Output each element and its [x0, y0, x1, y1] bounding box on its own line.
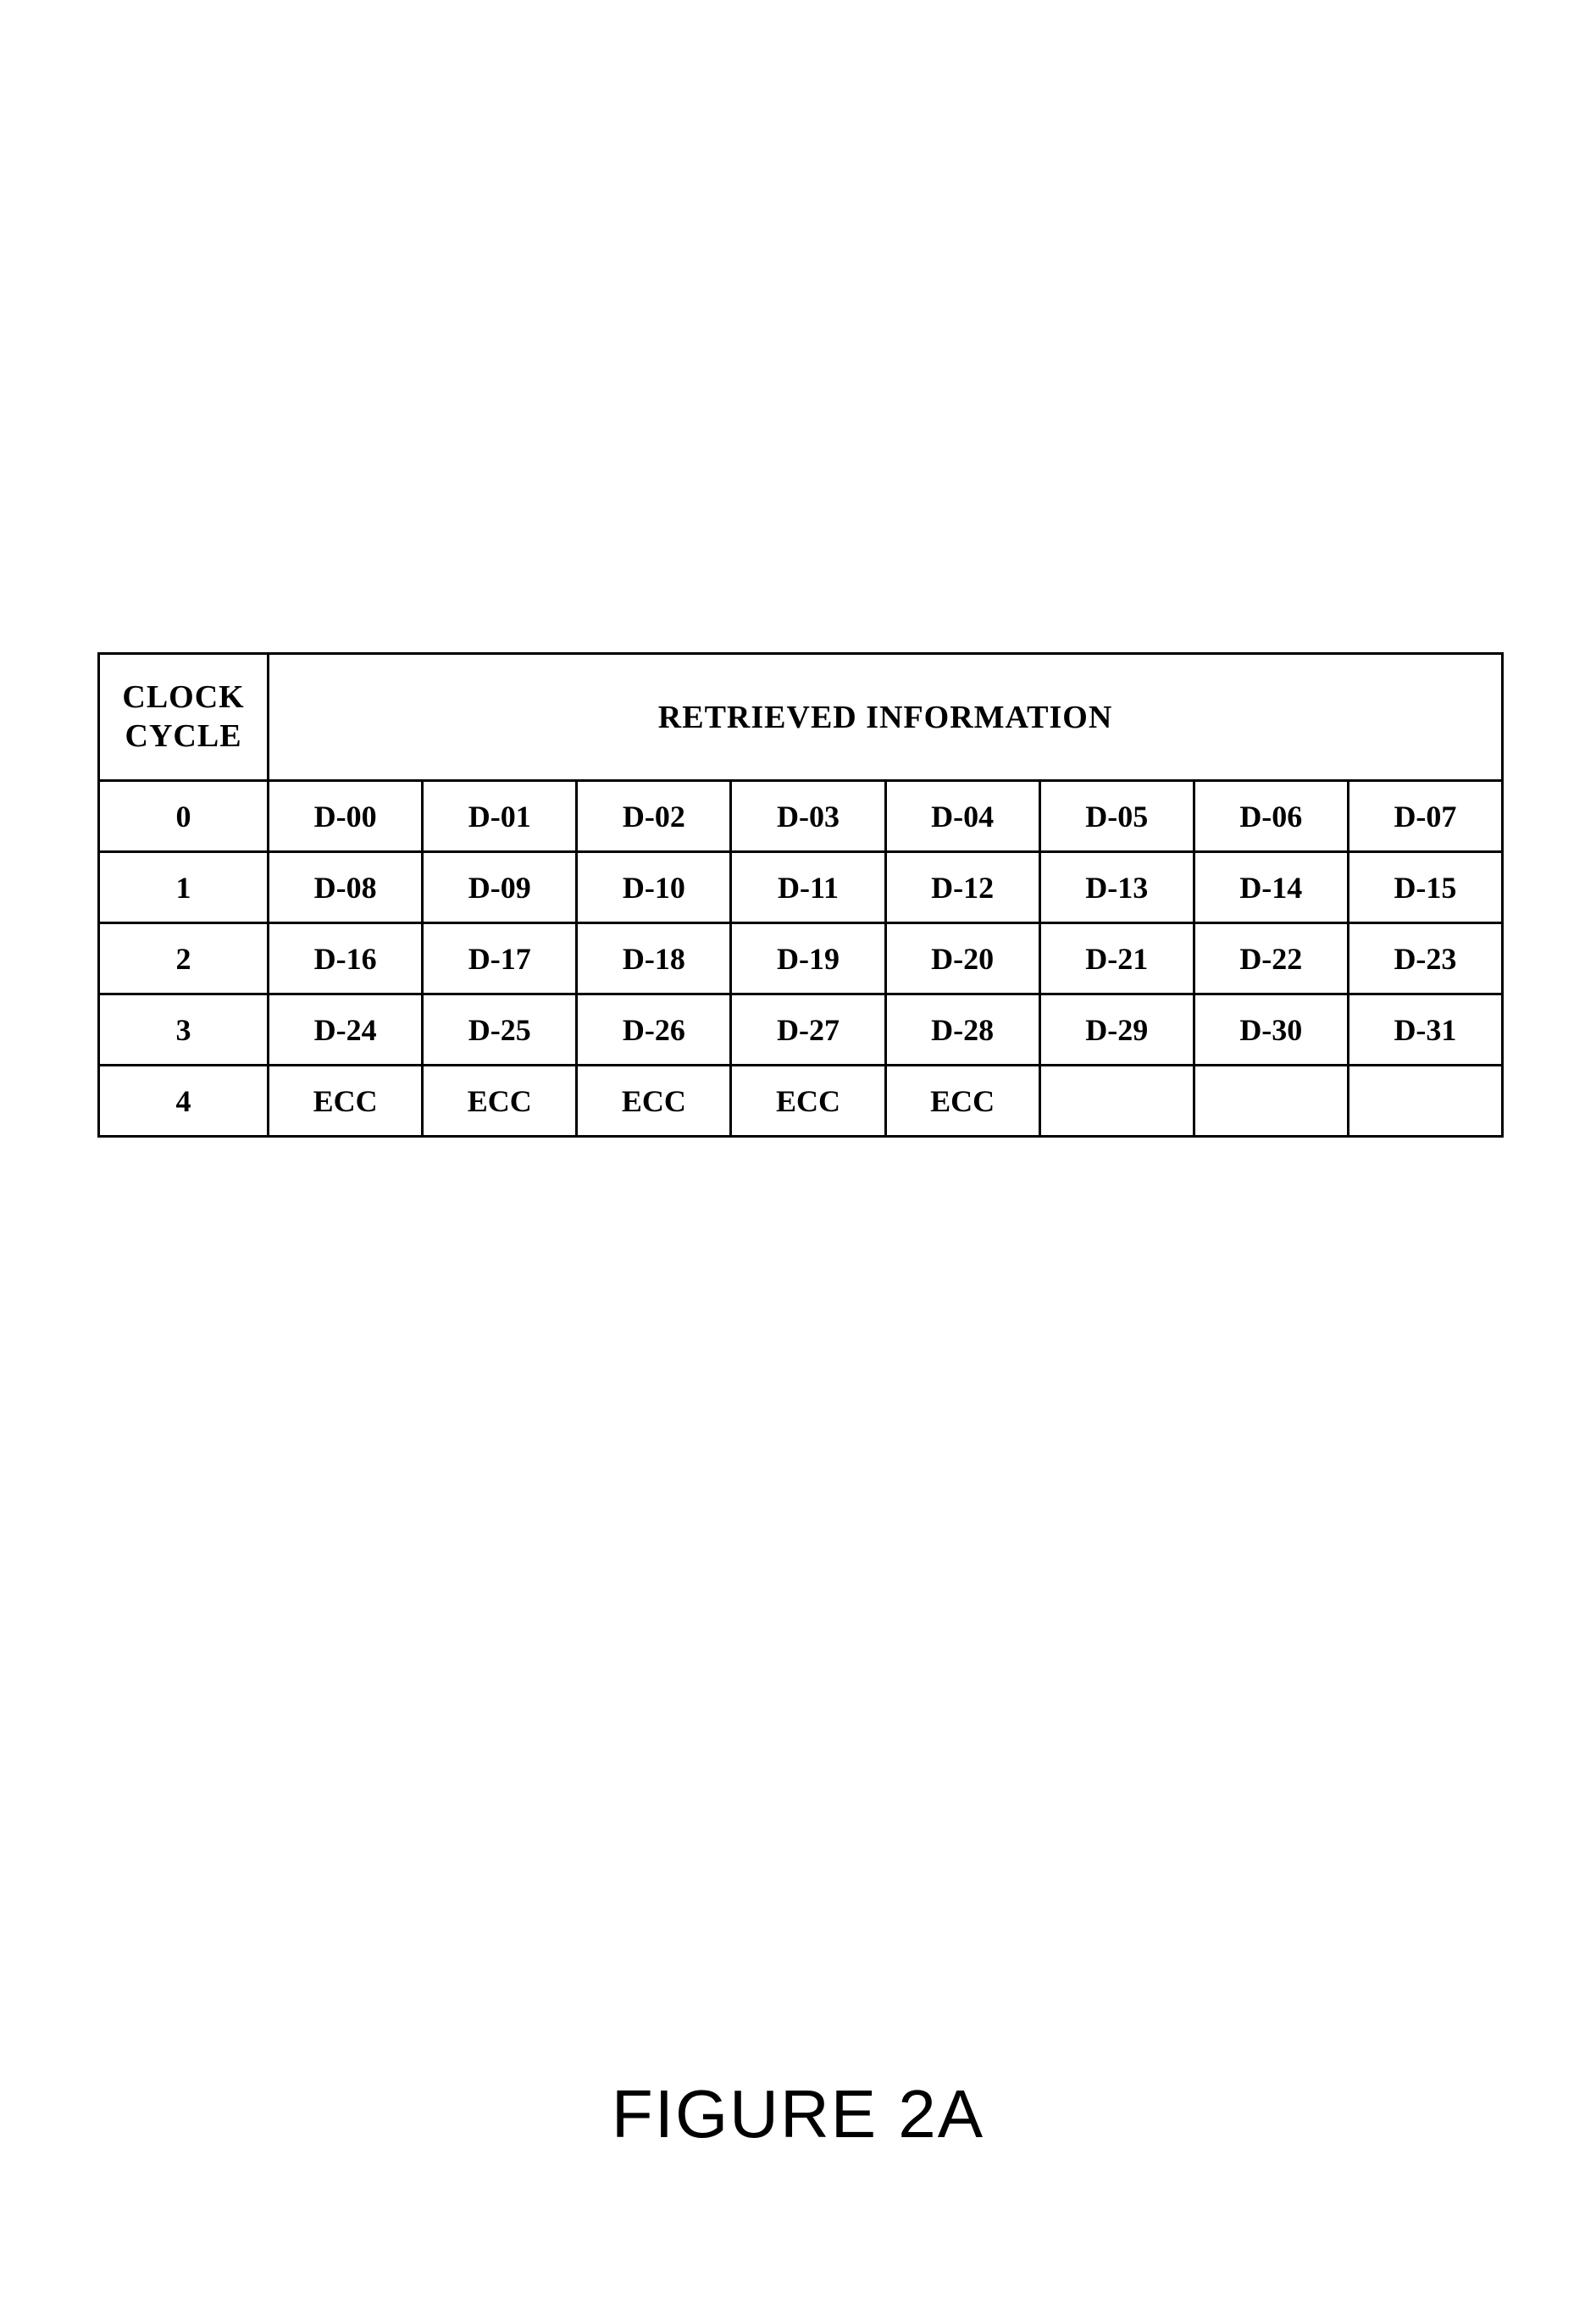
figure-caption: FIGURE 2A — [0, 2075, 1596, 2153]
data-cell: D-25 — [423, 994, 577, 1066]
data-cell: D-09 — [423, 852, 577, 923]
data-cell: D-16 — [269, 923, 423, 994]
data-cell: D-22 — [1194, 923, 1348, 994]
cycle-cell: 0 — [99, 781, 269, 852]
data-cell: D-31 — [1348, 994, 1502, 1066]
data-cell: D-29 — [1039, 994, 1194, 1066]
data-cell: ECC — [577, 1066, 731, 1137]
table-header: CLOCK CYCLE RETRIEVED INFORMATION — [99, 654, 1503, 781]
table-row: 1 D-08 D-09 D-10 D-11 D-12 D-13 D-14 D-1… — [99, 852, 1503, 923]
data-cell: D-10 — [577, 852, 731, 923]
data-cell: D-13 — [1039, 852, 1194, 923]
data-cell: D-14 — [1194, 852, 1348, 923]
data-cell: D-03 — [731, 781, 885, 852]
data-table-wrapper: CLOCK CYCLE RETRIEVED INFORMATION 0 D-00… — [97, 652, 1504, 1138]
table-row: 4 ECC ECC ECC ECC ECC — [99, 1066, 1503, 1137]
cycle-cell: 3 — [99, 994, 269, 1066]
data-cell: D-27 — [731, 994, 885, 1066]
data-cell: D-23 — [1348, 923, 1502, 994]
data-cell: ECC — [885, 1066, 1039, 1137]
data-cell: D-05 — [1039, 781, 1194, 852]
data-cell: D-00 — [269, 781, 423, 852]
table-header-row: CLOCK CYCLE RETRIEVED INFORMATION — [99, 654, 1503, 781]
data-cell: D-21 — [1039, 923, 1194, 994]
data-cell: D-07 — [1348, 781, 1502, 852]
data-cell: D-08 — [269, 852, 423, 923]
data-cell: D-20 — [885, 923, 1039, 994]
data-cell: D-26 — [577, 994, 731, 1066]
data-cell: D-24 — [269, 994, 423, 1066]
data-cell — [1039, 1066, 1194, 1137]
data-cell: ECC — [423, 1066, 577, 1137]
header-clock-line2: CYCLE — [125, 718, 242, 754]
data-cell: D-02 — [577, 781, 731, 852]
table-row: 0 D-00 D-01 D-02 D-03 D-04 D-05 D-06 D-0… — [99, 781, 1503, 852]
data-cell: D-01 — [423, 781, 577, 852]
cycle-cell: 1 — [99, 852, 269, 923]
table-row: 2 D-16 D-17 D-18 D-19 D-20 D-21 D-22 D-2… — [99, 923, 1503, 994]
header-clock-cycle: CLOCK CYCLE — [99, 654, 269, 781]
data-cell: D-18 — [577, 923, 731, 994]
data-cell: D-17 — [423, 923, 577, 994]
data-cell: D-15 — [1348, 852, 1502, 923]
data-cell: D-11 — [731, 852, 885, 923]
page-container: CLOCK CYCLE RETRIEVED INFORMATION 0 D-00… — [0, 0, 1596, 2304]
data-cell: D-28 — [885, 994, 1039, 1066]
clock-cycle-table: CLOCK CYCLE RETRIEVED INFORMATION 0 D-00… — [97, 652, 1504, 1138]
cycle-cell: 4 — [99, 1066, 269, 1137]
cycle-cell: 2 — [99, 923, 269, 994]
table-body: 0 D-00 D-01 D-02 D-03 D-04 D-05 D-06 D-0… — [99, 781, 1503, 1137]
data-cell: D-06 — [1194, 781, 1348, 852]
data-cell — [1348, 1066, 1502, 1137]
data-cell: D-04 — [885, 781, 1039, 852]
data-cell: ECC — [731, 1066, 885, 1137]
data-cell: D-19 — [731, 923, 885, 994]
header-retrieved-info: RETRIEVED INFORMATION — [269, 654, 1503, 781]
data-cell: D-30 — [1194, 994, 1348, 1066]
table-row: 3 D-24 D-25 D-26 D-27 D-28 D-29 D-30 D-3… — [99, 994, 1503, 1066]
data-cell: D-12 — [885, 852, 1039, 923]
data-cell — [1194, 1066, 1348, 1137]
data-cell: ECC — [269, 1066, 423, 1137]
header-clock-line1: CLOCK — [122, 679, 244, 715]
